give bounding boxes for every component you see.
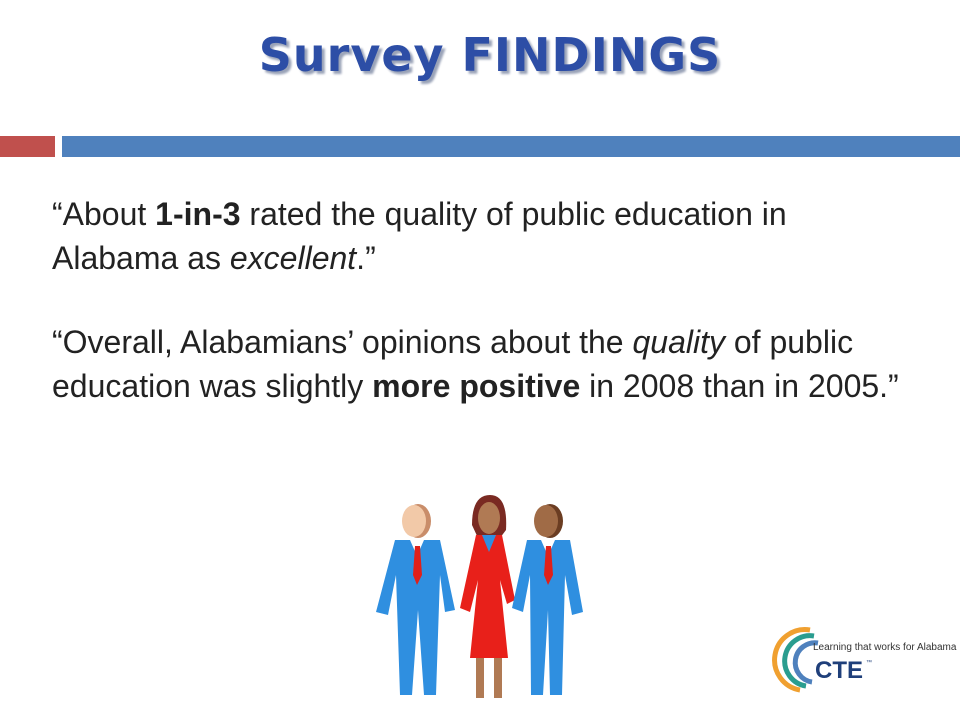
text: “Overall, Alabamians’ opinions about the bbox=[52, 324, 633, 360]
text: quality bbox=[632, 324, 725, 360]
text: rated the quality of public education in… bbox=[52, 196, 787, 276]
text: excellent bbox=[229, 240, 357, 276]
quote: “Overall, Alabamians’ opinions about the… bbox=[52, 320, 912, 408]
text: of public education was slightly bbox=[52, 324, 854, 404]
header-bar bbox=[62, 136, 960, 157]
text: more positive bbox=[372, 368, 581, 404]
text: 1-in-3 bbox=[155, 196, 241, 232]
logo-name: CTE bbox=[815, 657, 863, 684]
slide-title: Survey FINDINGS bbox=[258, 28, 722, 82]
logo: Learning that works for Alabama CTE ™ bbox=[772, 627, 957, 693]
quote: “About 1-in-3 rated the quality of publi… bbox=[52, 192, 912, 280]
person bbox=[512, 504, 583, 695]
accent-bar bbox=[0, 136, 55, 157]
logo-tagline: Learning that works for Alabama bbox=[813, 642, 957, 653]
text: in 2008 than in 2005.” bbox=[580, 368, 899, 404]
person bbox=[376, 504, 455, 695]
text: “About bbox=[52, 196, 156, 232]
text: .” bbox=[356, 240, 376, 276]
logo-mark: ™ bbox=[866, 659, 872, 666]
person bbox=[460, 495, 515, 698]
